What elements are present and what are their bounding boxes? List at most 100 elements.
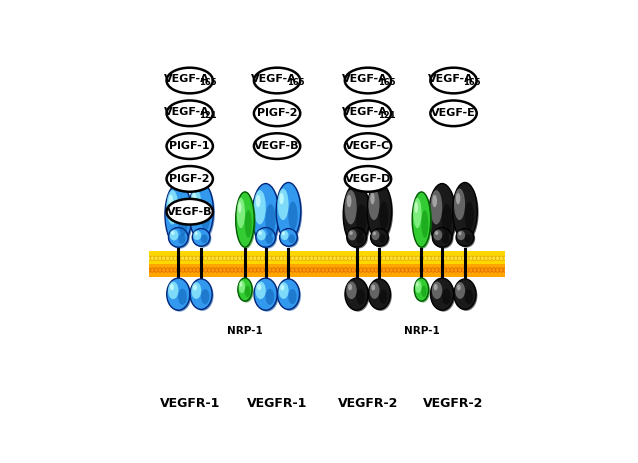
- Ellipse shape: [288, 289, 297, 304]
- Circle shape: [397, 268, 401, 272]
- Circle shape: [223, 268, 226, 272]
- Circle shape: [226, 256, 230, 261]
- Ellipse shape: [464, 234, 471, 243]
- Circle shape: [362, 268, 367, 272]
- Ellipse shape: [201, 289, 209, 304]
- Ellipse shape: [457, 230, 475, 248]
- Circle shape: [302, 256, 306, 261]
- Circle shape: [374, 256, 378, 261]
- Ellipse shape: [254, 190, 266, 225]
- Circle shape: [306, 268, 310, 272]
- Ellipse shape: [442, 289, 450, 305]
- Ellipse shape: [413, 198, 422, 228]
- Circle shape: [147, 256, 151, 261]
- Circle shape: [427, 268, 431, 272]
- Circle shape: [465, 256, 470, 261]
- Text: 165: 165: [199, 78, 217, 87]
- Circle shape: [196, 256, 200, 261]
- Ellipse shape: [345, 166, 391, 192]
- Circle shape: [279, 268, 284, 272]
- Ellipse shape: [379, 234, 386, 243]
- Ellipse shape: [239, 279, 253, 302]
- Ellipse shape: [454, 279, 476, 309]
- Circle shape: [492, 256, 496, 261]
- Circle shape: [370, 256, 375, 261]
- Ellipse shape: [456, 193, 460, 204]
- Ellipse shape: [254, 278, 278, 310]
- Ellipse shape: [371, 284, 375, 290]
- Circle shape: [370, 268, 375, 272]
- Circle shape: [268, 268, 272, 272]
- Circle shape: [446, 268, 450, 272]
- Text: PlGF-2: PlGF-2: [170, 174, 210, 184]
- Circle shape: [287, 256, 292, 261]
- Ellipse shape: [457, 231, 465, 240]
- Ellipse shape: [252, 183, 279, 246]
- Circle shape: [298, 256, 302, 261]
- Ellipse shape: [442, 234, 449, 244]
- Text: 165: 165: [378, 78, 395, 87]
- Text: VEGF-A: VEGF-A: [342, 107, 388, 117]
- Circle shape: [385, 256, 390, 261]
- Circle shape: [253, 268, 257, 272]
- Ellipse shape: [178, 234, 186, 244]
- Circle shape: [165, 268, 170, 272]
- Ellipse shape: [280, 284, 285, 290]
- Ellipse shape: [201, 234, 207, 243]
- Ellipse shape: [168, 282, 179, 299]
- Circle shape: [442, 268, 447, 272]
- Ellipse shape: [279, 281, 301, 311]
- Circle shape: [317, 268, 322, 272]
- Ellipse shape: [368, 279, 390, 309]
- Ellipse shape: [258, 231, 262, 235]
- Ellipse shape: [459, 232, 461, 235]
- Circle shape: [480, 256, 485, 261]
- Circle shape: [294, 256, 299, 261]
- Text: VEGFR-2: VEGFR-2: [424, 397, 484, 410]
- Circle shape: [272, 268, 276, 272]
- Circle shape: [362, 256, 367, 261]
- Circle shape: [321, 256, 325, 261]
- Circle shape: [446, 256, 450, 261]
- Circle shape: [424, 256, 428, 261]
- Circle shape: [431, 268, 435, 272]
- Circle shape: [241, 256, 246, 261]
- Circle shape: [249, 268, 253, 272]
- Ellipse shape: [454, 184, 478, 241]
- Ellipse shape: [190, 188, 201, 220]
- Circle shape: [329, 256, 333, 261]
- Text: VEGF-A: VEGF-A: [342, 74, 388, 84]
- Ellipse shape: [434, 229, 454, 249]
- Ellipse shape: [345, 100, 391, 126]
- Ellipse shape: [429, 183, 456, 246]
- Ellipse shape: [257, 229, 277, 249]
- Ellipse shape: [456, 281, 477, 311]
- Circle shape: [223, 256, 226, 261]
- Ellipse shape: [345, 185, 371, 247]
- Circle shape: [461, 268, 466, 272]
- Ellipse shape: [413, 194, 432, 249]
- Circle shape: [161, 256, 166, 261]
- Ellipse shape: [457, 284, 461, 290]
- Circle shape: [211, 256, 216, 261]
- Ellipse shape: [455, 282, 465, 299]
- Circle shape: [268, 256, 272, 261]
- Ellipse shape: [373, 232, 376, 235]
- Circle shape: [496, 256, 500, 261]
- Circle shape: [393, 256, 397, 261]
- Circle shape: [177, 268, 181, 272]
- Ellipse shape: [189, 182, 214, 240]
- Ellipse shape: [348, 284, 352, 290]
- Ellipse shape: [254, 185, 281, 247]
- Circle shape: [260, 256, 265, 261]
- Circle shape: [496, 268, 500, 272]
- Circle shape: [260, 268, 265, 272]
- Circle shape: [465, 268, 470, 272]
- Ellipse shape: [255, 282, 266, 299]
- Ellipse shape: [254, 133, 300, 159]
- Ellipse shape: [245, 210, 252, 238]
- Circle shape: [473, 256, 477, 261]
- Circle shape: [499, 268, 503, 272]
- Text: VEGFR-1: VEGFR-1: [247, 397, 308, 410]
- Circle shape: [344, 256, 348, 261]
